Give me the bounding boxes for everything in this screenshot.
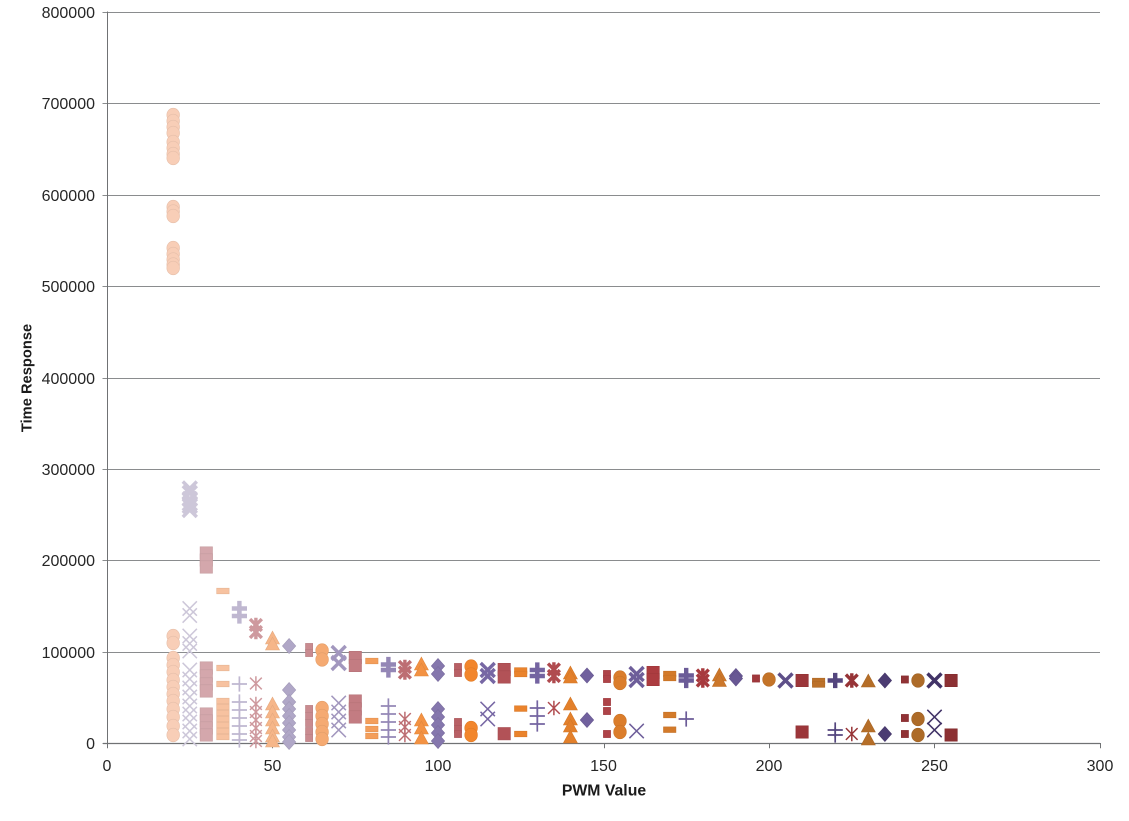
svg-text:700000: 700000 (42, 96, 95, 113)
svg-text:600000: 600000 (42, 188, 95, 205)
svg-text:500000: 500000 (42, 279, 95, 296)
svg-text:300: 300 (1087, 758, 1114, 775)
svg-text:200000: 200000 (42, 553, 95, 570)
svg-text:800000: 800000 (42, 5, 95, 22)
svg-text:250: 250 (921, 758, 948, 775)
svg-text:PWM Value: PWM Value (562, 783, 646, 800)
svg-text:50: 50 (264, 758, 282, 775)
svg-text:150: 150 (590, 758, 617, 775)
svg-text:100000: 100000 (42, 645, 95, 662)
svg-text:300000: 300000 (42, 462, 95, 479)
svg-text:200: 200 (756, 758, 783, 775)
svg-text:Time Response: Time Response (20, 324, 36, 432)
svg-text:0: 0 (86, 736, 95, 753)
svg-text:0: 0 (103, 758, 112, 775)
svg-text:100: 100 (425, 758, 452, 775)
svg-text:400000: 400000 (42, 371, 95, 388)
